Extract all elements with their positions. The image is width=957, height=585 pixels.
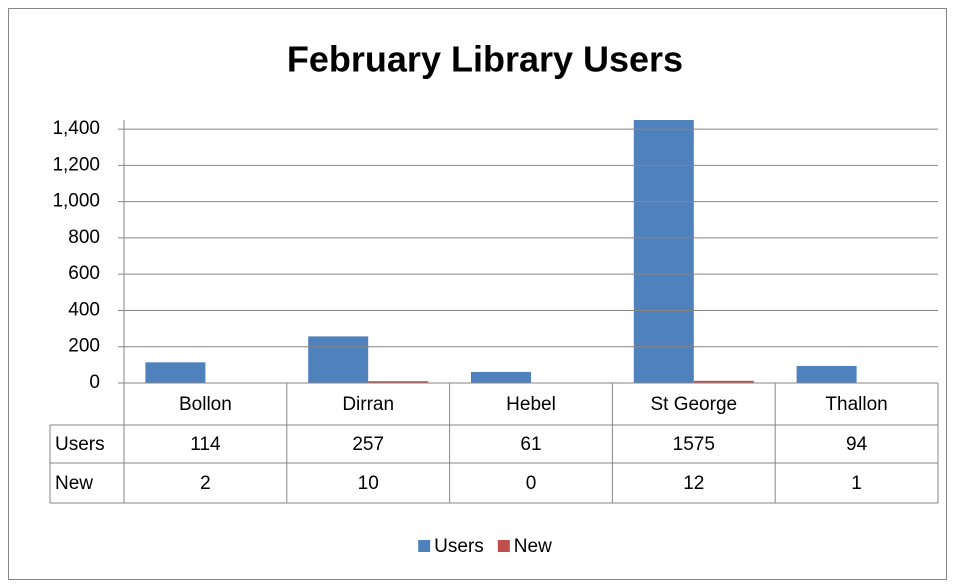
table-value: 257: [352, 434, 384, 455]
table-value: 2: [200, 473, 211, 494]
legend: Users New: [418, 536, 552, 557]
y-tick-label: 0: [89, 372, 100, 393]
y-tick-label: 600: [68, 263, 100, 284]
legend-label: New: [514, 536, 552, 557]
bar: [471, 371, 531, 383]
x-tick-label: Bollon: [179, 394, 232, 415]
table-value: 12: [683, 473, 704, 494]
y-tick-label: 200: [68, 336, 100, 357]
plot-area: [145, 120, 917, 383]
bar: [693, 380, 754, 383]
chart-border: [8, 8, 947, 580]
bar: [308, 336, 369, 383]
bar: [145, 362, 206, 383]
table-value: 94: [846, 434, 868, 455]
x-tick-label: St George: [650, 394, 737, 415]
y-tick-label: 1,000: [52, 191, 100, 212]
table-row-label: Users: [55, 434, 105, 455]
table-row-label: New: [55, 473, 93, 494]
table-value: 61: [520, 434, 541, 455]
legend-label: Users: [434, 536, 484, 557]
chart-title: February Library Users: [287, 39, 683, 80]
legend-swatch: [497, 540, 510, 552]
bar: [368, 381, 429, 383]
x-tick-label: Dirran: [342, 394, 394, 415]
table-value: 114: [190, 434, 221, 455]
table-value: 0: [526, 473, 537, 494]
y-tick-label: 800: [68, 227, 100, 248]
y-tick-label: 1,400: [52, 118, 100, 139]
table-value: 10: [358, 473, 379, 494]
x-tick-label: Thallon: [825, 394, 887, 415]
y-tick-label: 400: [68, 299, 100, 320]
x-tick-label: Hebel: [506, 394, 556, 415]
legend-swatch: [418, 540, 431, 552]
table-value: 1575: [673, 434, 715, 455]
table-value: 1: [851, 473, 862, 494]
y-tick-label: 1,200: [52, 154, 100, 175]
bar: [796, 365, 857, 383]
bar: [633, 120, 694, 383]
